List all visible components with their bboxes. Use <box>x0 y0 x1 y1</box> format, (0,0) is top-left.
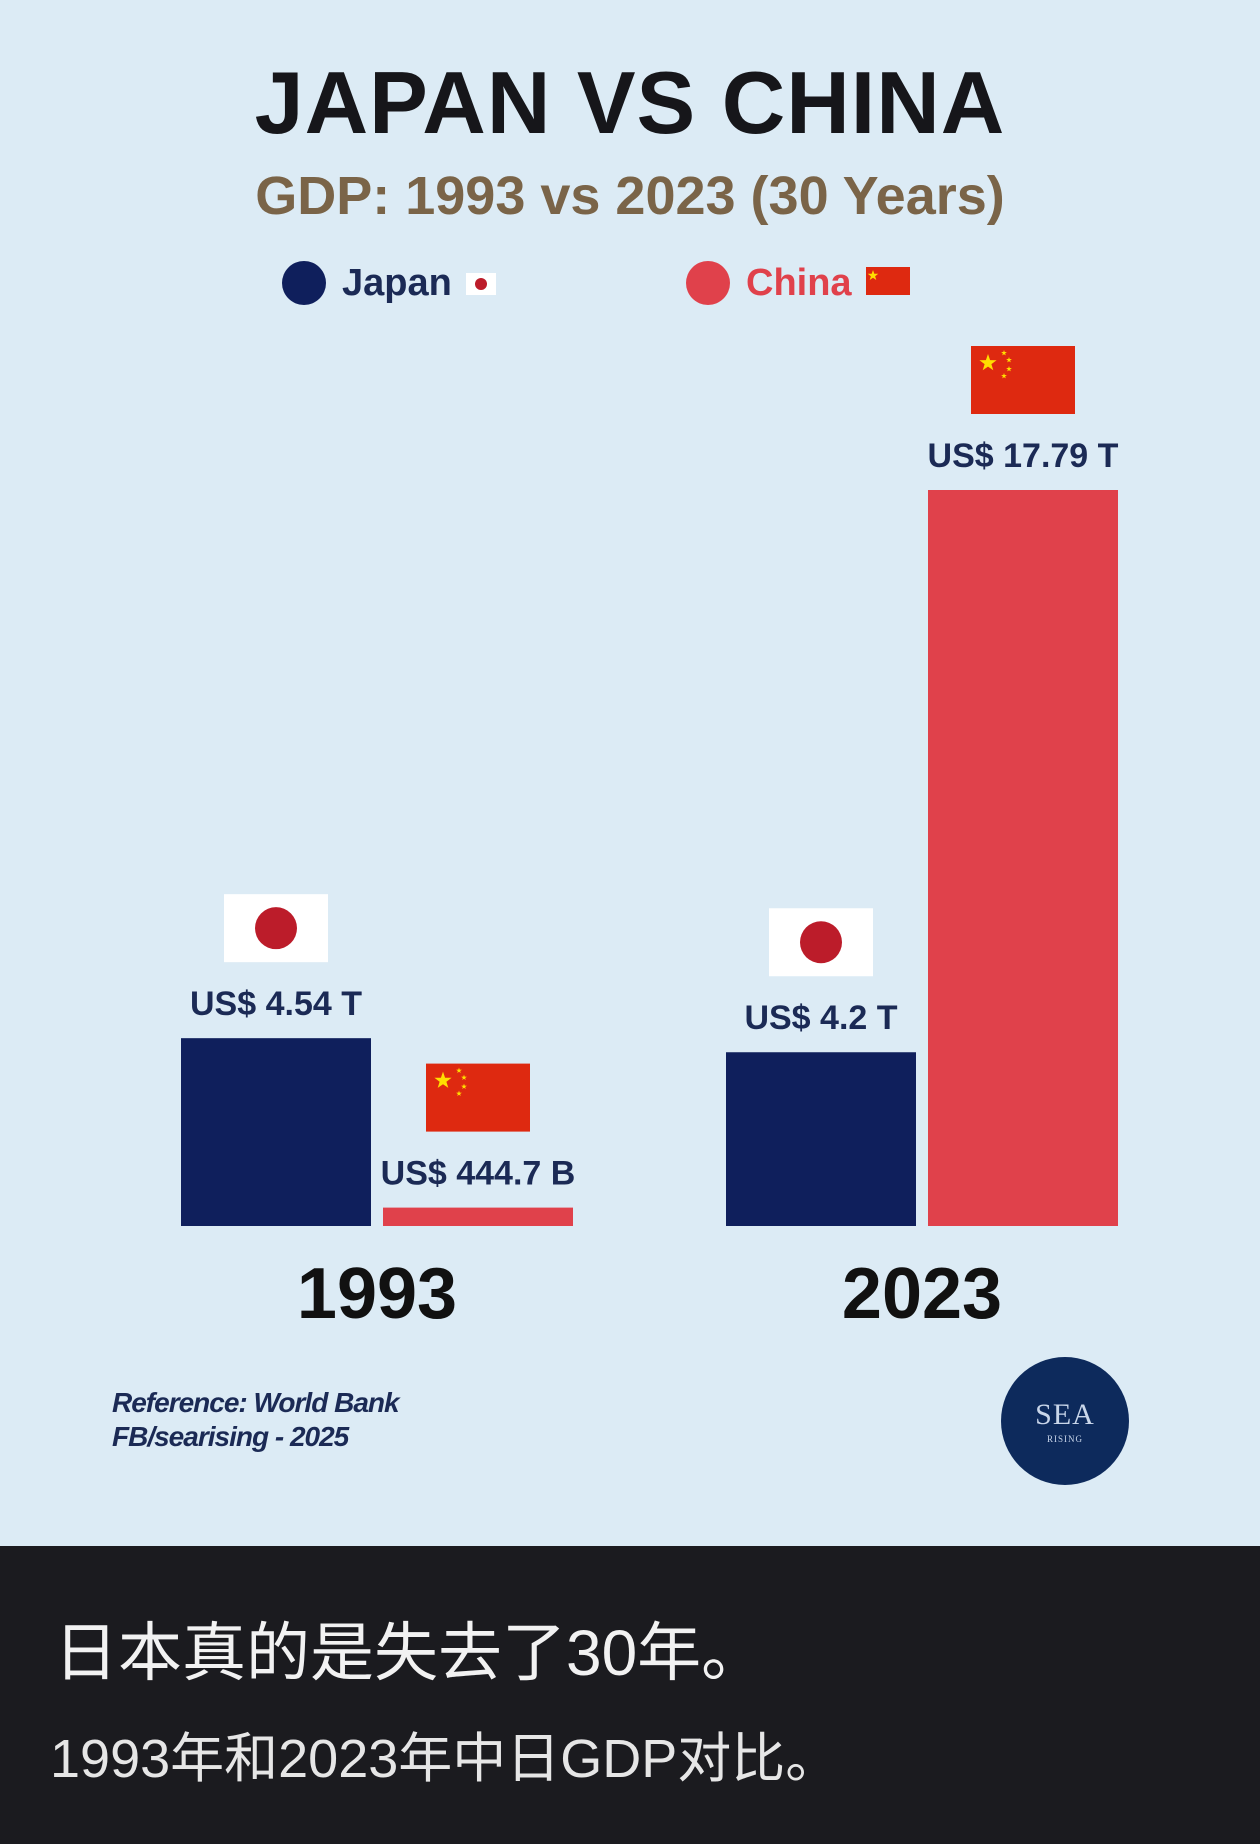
legend-label-japan: Japan <box>342 261 452 304</box>
x-tick-label-1993: 1993 <box>297 1254 457 1334</box>
bar-japan-2023 <box>726 1052 916 1226</box>
chart-subtitle: GDP: 1993 vs 2023 (30 Years) <box>255 166 1005 226</box>
reference-text: Reference: World Bank <box>112 1387 400 1418</box>
bar-japan-1993 <box>181 1038 371 1226</box>
china-flag-icon <box>865 262 910 305</box>
sea-rising-logo: SEA RISING <box>1001 1357 1129 1485</box>
value-label-china-1993: US$ 444.7 B <box>381 1155 576 1193</box>
legend-label-china: China <box>746 261 852 304</box>
bar-chart: US$ 4.54 T US$ 444.7 B 1993 US$ 4.2 T US$ 17… <box>181 346 1119 1334</box>
source-note: Reference: World Bank FB/searising - 202… <box>112 1386 400 1454</box>
infographic: JAPAN VS CHINA GDP: 1993 vs 2023 (30 Yea… <box>0 0 1260 1546</box>
value-label-china-2023: US$ 17.79 T <box>928 437 1119 475</box>
x-tick-label-2023: 2023 <box>842 1254 1002 1334</box>
bar-china-2023 <box>928 490 1118 1226</box>
legend-item-japan: Japan <box>282 258 496 308</box>
caption-line-1: 日本真的是失去了30年。 <box>54 1617 766 1689</box>
post-caption: 日本真的是失去了30年。 1993年和2023年中日GDP对比。 <box>0 1546 1260 1844</box>
legend-swatch-china <box>686 261 730 305</box>
china-flag-icon <box>971 346 1075 414</box>
legend-swatch-japan <box>282 261 326 305</box>
china-flag-icon <box>426 1063 530 1132</box>
value-label-japan-1993: US$ 4.54 T <box>190 985 362 1023</box>
logo-subtext: RISING <box>1046 1434 1083 1444</box>
chart-title: JAPAN VS CHINA <box>254 53 1006 152</box>
value-label-japan-2023: US$ 4.2 T <box>744 999 897 1037</box>
japan-flag-icon <box>769 908 873 977</box>
credit-text: FB/searising - 2025 <box>112 1421 349 1452</box>
logo-text: SEA <box>1035 1398 1095 1431</box>
japan-flag-icon <box>465 262 496 305</box>
legend-item-china: China <box>686 258 910 308</box>
japan-flag-icon <box>224 894 328 963</box>
caption-line-2: 1993年和2023年中日GDP对比。 <box>50 1729 840 1789</box>
bar-china-1993 <box>383 1207 573 1226</box>
